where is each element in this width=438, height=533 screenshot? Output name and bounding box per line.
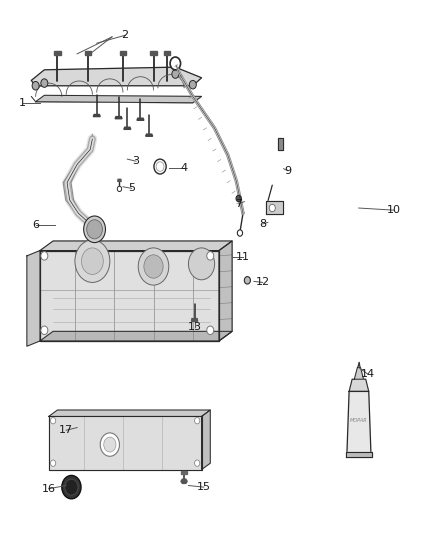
Circle shape <box>41 252 48 260</box>
Polygon shape <box>27 251 40 346</box>
Circle shape <box>81 248 103 274</box>
Circle shape <box>100 433 120 456</box>
Polygon shape <box>146 134 152 136</box>
Text: 4: 4 <box>180 163 187 173</box>
Circle shape <box>188 248 215 280</box>
Text: 16: 16 <box>42 484 56 494</box>
Circle shape <box>104 437 116 452</box>
Circle shape <box>156 162 164 171</box>
Polygon shape <box>137 118 144 120</box>
Polygon shape <box>120 51 126 55</box>
Polygon shape <box>181 479 187 483</box>
Circle shape <box>172 70 179 78</box>
Text: 13: 13 <box>188 321 202 332</box>
Circle shape <box>75 240 110 282</box>
Polygon shape <box>219 241 232 341</box>
Polygon shape <box>31 67 201 86</box>
Polygon shape <box>354 368 364 379</box>
Polygon shape <box>49 416 201 470</box>
Circle shape <box>194 417 200 424</box>
Polygon shape <box>278 138 283 150</box>
Circle shape <box>32 82 39 90</box>
Polygon shape <box>85 51 91 55</box>
Text: 17: 17 <box>59 425 73 435</box>
Circle shape <box>65 479 78 495</box>
Text: 14: 14 <box>360 369 374 379</box>
Polygon shape <box>118 179 121 181</box>
Circle shape <box>170 57 180 70</box>
Polygon shape <box>150 51 156 55</box>
Text: 8: 8 <box>259 219 266 229</box>
Circle shape <box>41 326 48 335</box>
Text: MOPAR: MOPAR <box>350 418 367 423</box>
Polygon shape <box>115 117 122 119</box>
Polygon shape <box>201 410 210 470</box>
Polygon shape <box>40 251 219 341</box>
Polygon shape <box>35 95 201 103</box>
Circle shape <box>117 186 122 191</box>
Text: 12: 12 <box>256 278 270 287</box>
Polygon shape <box>191 319 198 321</box>
Polygon shape <box>124 127 131 130</box>
Circle shape <box>194 460 200 466</box>
Circle shape <box>87 220 102 239</box>
Text: 10: 10 <box>387 205 401 215</box>
Text: 5: 5 <box>128 183 135 193</box>
Polygon shape <box>358 362 360 368</box>
Circle shape <box>269 204 276 212</box>
Circle shape <box>207 326 214 335</box>
Circle shape <box>50 417 56 424</box>
Circle shape <box>244 277 251 284</box>
Circle shape <box>236 195 241 201</box>
Circle shape <box>62 475 81 499</box>
Polygon shape <box>173 60 177 63</box>
Text: 3: 3 <box>133 156 140 166</box>
Circle shape <box>237 230 243 236</box>
Text: 11: 11 <box>236 252 250 262</box>
Circle shape <box>154 159 166 174</box>
Text: 2: 2 <box>122 30 129 41</box>
Text: 6: 6 <box>32 220 39 230</box>
Polygon shape <box>40 241 232 251</box>
Circle shape <box>189 80 196 89</box>
Circle shape <box>144 255 163 278</box>
Text: 7: 7 <box>235 199 242 209</box>
Circle shape <box>41 79 48 87</box>
Circle shape <box>207 252 214 260</box>
Polygon shape <box>266 201 283 214</box>
Text: 9: 9 <box>284 166 292 176</box>
Polygon shape <box>49 410 210 416</box>
Polygon shape <box>93 115 100 117</box>
Text: 1: 1 <box>19 98 26 108</box>
Polygon shape <box>40 332 232 341</box>
Polygon shape <box>347 391 371 454</box>
Polygon shape <box>163 51 170 55</box>
Text: 15: 15 <box>197 482 211 492</box>
Polygon shape <box>346 451 372 457</box>
Circle shape <box>138 248 169 285</box>
Polygon shape <box>54 51 60 55</box>
Circle shape <box>50 460 56 466</box>
Polygon shape <box>181 471 187 474</box>
Polygon shape <box>349 379 369 391</box>
Circle shape <box>84 216 106 243</box>
